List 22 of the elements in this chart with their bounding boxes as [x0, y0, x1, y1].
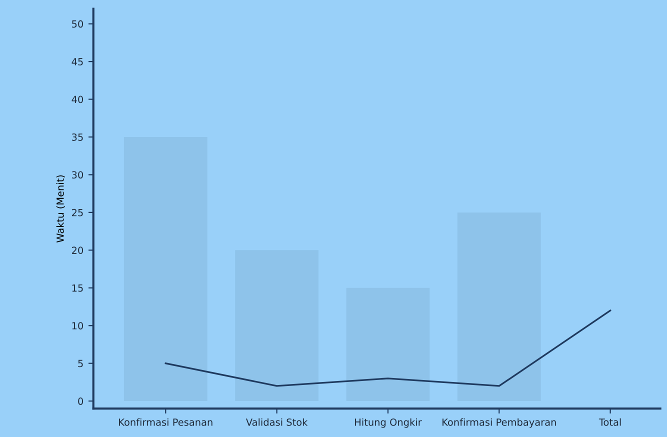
- bar: [124, 136, 208, 402]
- y-tick-label: 45: [72, 58, 83, 66]
- y-tick-label: 20: [72, 246, 84, 254]
- y-tick-label: 25: [72, 208, 83, 216]
- y-tick-label: 0: [78, 398, 84, 405]
- y-tick-label: 50: [72, 20, 84, 28]
- x-tick-label: Konfirmasi Pesanan: [119, 418, 212, 426]
- bar: [457, 212, 541, 402]
- y-tick-label: 5: [78, 360, 83, 368]
- bar: [235, 250, 318, 402]
- y-tick-label: 10: [72, 322, 84, 330]
- x-tick-label: Validasi Stok: [246, 418, 308, 426]
- x-tick-label: Konfirmasi Pembayaran: [442, 418, 556, 428]
- y-tick-label: 30: [72, 171, 84, 179]
- y-tick-label: 35: [72, 133, 83, 141]
- bar: [346, 288, 430, 402]
- x-tick-label: Total: [598, 418, 621, 426]
- y-axis-title: Waktu (Menit): [56, 175, 65, 242]
- y-tick-label: 15: [72, 284, 83, 292]
- line-series: [164, 310, 612, 387]
- y-tick-label: 40: [72, 96, 84, 104]
- x-tick-label: Hitung Ongkir: [355, 418, 422, 428]
